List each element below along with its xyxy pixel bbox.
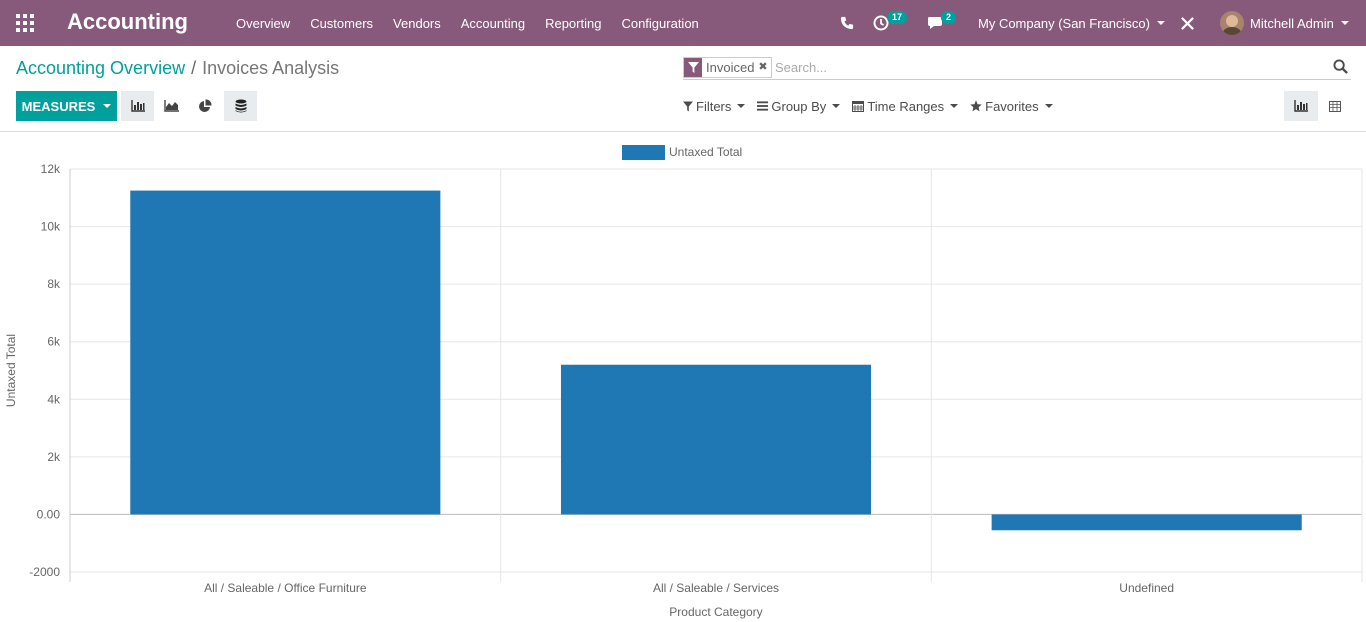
y-tick-label: 2k [47,450,61,464]
search-input[interactable] [775,58,1315,76]
chevron-down-icon [1340,21,1349,25]
graph-view-button[interactable] [1284,91,1318,121]
y-tick-label: 12k [41,162,61,176]
bar-chart: -2000 0.00 2k 4k 6k 8k 10k 12k All / Saleable / … [4,145,1363,619]
calendar-icon [852,101,865,112]
timeranges-label: Time Ranges [867,98,945,114]
facet-remove-icon[interactable]: ✖ [758,61,768,73]
pie-chart-button[interactable] [188,91,221,121]
breadcrumb-separator: / [191,58,197,78]
pie-chart-icon [198,99,212,112]
user-name: Mitchell Admin [1250,15,1334,31]
filter-icon [683,101,693,111]
y-tick-label: 0.00 [37,507,61,521]
debug-tools-icon[interactable] [1180,0,1195,46]
area-chart-icon [164,100,179,112]
star-icon [970,100,982,112]
messages-count-badge: 2 [941,11,957,24]
groupby-dropdown[interactable]: Group By [757,98,841,114]
table-grid-icon [1329,100,1341,112]
breadcrumb: Accounting Overview / Invoices Analysis [16,58,339,79]
main-menu: Overview Customers Vendors Accounting Re… [226,0,709,46]
search-options: Filters Group By Time Ranges Favorites [683,91,1065,121]
favorites-dropdown[interactable]: Favorites [970,98,1053,114]
bar-chart-button[interactable] [121,91,154,121]
search-bar: Invoiced ✖ [683,56,1351,80]
timeranges-dropdown[interactable]: Time Ranges [852,98,959,114]
x-axis-title: Product Category [669,605,762,619]
user-menu[interactable]: Mitchell Admin [1220,0,1349,46]
company-name: My Company (San Francisco) [978,15,1150,31]
x-tick-label: All / Saleable / Services [653,581,779,595]
y-tick-label: 10k [41,220,61,234]
chevron-down-icon [1044,104,1053,108]
filter-funnel-icon [684,58,702,77]
bar-1 [560,364,872,515]
activities-clock-icon[interactable] [873,0,889,46]
bar-chart-icon [1294,100,1308,112]
chevron-down-icon [1156,21,1165,25]
app-brand[interactable]: Accounting [67,9,188,34]
list-bars-icon [757,101,769,111]
menu-item-configuration[interactable]: Configuration [621,15,699,31]
favorites-label: Favorites [985,98,1039,114]
filters-dropdown[interactable]: Filters [683,98,746,114]
facet-value: Invoiced [706,60,755,75]
menu-item-overview[interactable]: Overview [236,15,291,31]
bar-chart-icon [130,100,145,112]
y-tick-label: 6k [47,335,61,349]
company-switcher[interactable]: My Company (San Francisco) [978,0,1165,46]
legend-label: Untaxed Total [669,145,742,159]
activities-count-badge: 17 [887,11,908,24]
breadcrumb-parent-link[interactable]: Accounting Overview [16,58,186,78]
menu-item-customers[interactable]: Customers [310,15,374,31]
x-tick-label: Undefined [1119,581,1174,595]
chevron-down-icon [950,104,959,108]
phone-icon[interactable] [840,0,854,46]
y-tick-label: 8k [47,277,61,291]
avatar [1220,11,1244,35]
chevron-down-icon [737,104,746,108]
measures-label: MEASURES [21,98,96,114]
stacked-toggle-button[interactable] [224,91,257,121]
line-chart-button[interactable] [155,91,188,121]
menu-item-reporting[interactable]: Reporting [545,15,602,31]
y-tick-label: 4k [47,392,61,406]
bar-2 [991,514,1302,531]
chevron-down-icon [832,104,841,108]
top-navbar: Accounting Overview Customers Vendors Ac… [0,0,1366,46]
search-facet[interactable]: Invoiced ✖ [683,57,772,78]
database-stack-icon [235,99,246,113]
bar-0 [130,190,441,515]
menu-item-accounting[interactable]: Accounting [460,15,526,31]
messages-chat-icon[interactable] [927,0,945,46]
y-tick-label: -2000 [29,565,60,579]
y-axis-title: Untaxed Total [4,334,18,407]
pivot-view-button[interactable] [1318,91,1352,121]
measures-button[interactable]: MEASURES [16,91,117,121]
x-tick-label: All / Saleable / Office Furniture [204,581,367,595]
menu-item-vendors[interactable]: Vendors [393,15,441,31]
search-icon[interactable] [1333,59,1351,77]
page-title: Invoices Analysis [202,58,340,78]
control-panel-divider [0,131,1366,132]
groupby-label: Group By [771,98,827,114]
apps-menu-icon[interactable] [16,14,34,32]
legend-swatch [622,145,665,160]
chevron-down-icon [103,104,112,108]
filters-label: Filters [696,98,732,114]
